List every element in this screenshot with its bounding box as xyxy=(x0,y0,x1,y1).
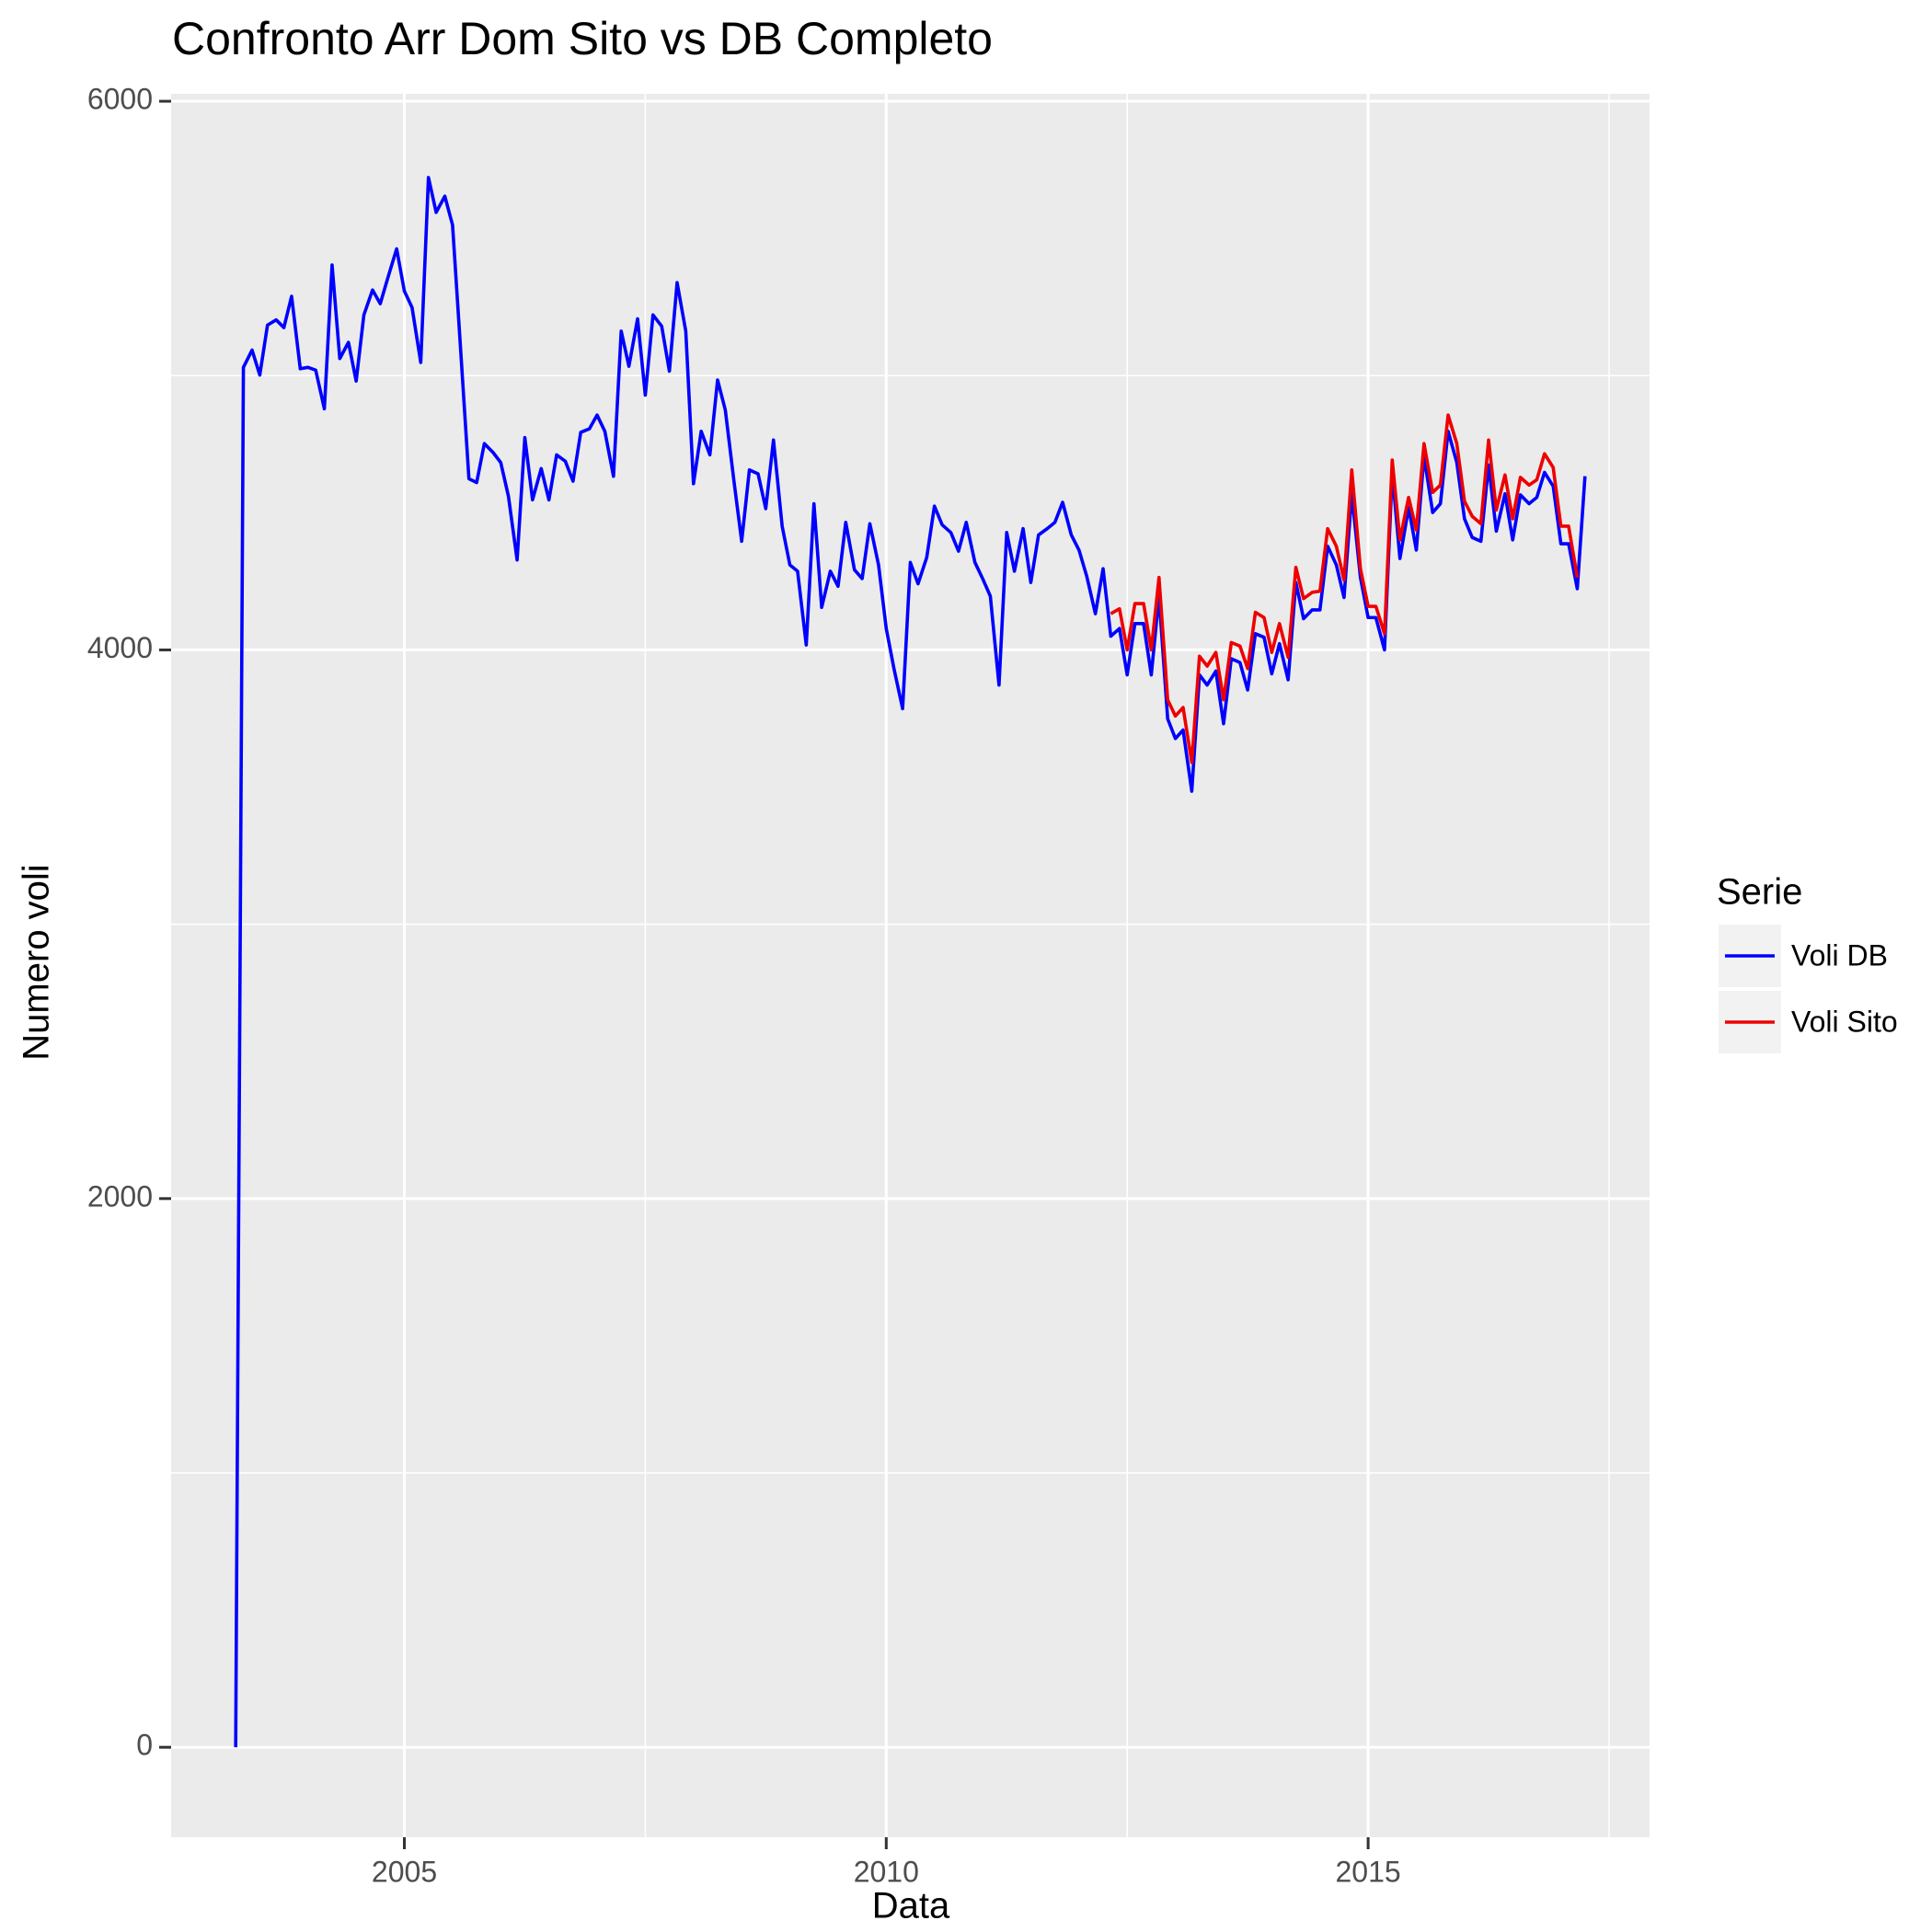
legend: Serie Voli DB Voli Sito xyxy=(1717,872,1898,1053)
y-axis-title: Numero voli xyxy=(17,864,57,1060)
axes: 0 2000 4000 6000 2005 2010 2015 xyxy=(87,83,1401,1889)
chart-title: Confronto Arr Dom Sito vs DB Completo xyxy=(172,13,993,64)
y-tick-label: 2000 xyxy=(87,1179,153,1213)
legend-title: Serie xyxy=(1717,872,1802,913)
y-tick-label: 0 xyxy=(136,1729,153,1762)
y-tick-label: 4000 xyxy=(87,631,153,664)
plot-panel xyxy=(171,94,1650,1837)
legend-label: Voli Sito xyxy=(1791,1005,1898,1038)
y-tick-label: 6000 xyxy=(87,83,153,116)
x-axis-title: Data xyxy=(872,1886,950,1926)
legend-label: Voli DB xyxy=(1791,938,1888,972)
x-tick-label: 2015 xyxy=(1336,1855,1401,1888)
series-line xyxy=(234,176,1587,1748)
x-tick-label: 2010 xyxy=(854,1855,919,1888)
series-line xyxy=(1110,413,1580,765)
lines xyxy=(234,176,1587,1748)
x-tick-label: 2005 xyxy=(372,1855,437,1888)
grid xyxy=(171,94,1650,1837)
